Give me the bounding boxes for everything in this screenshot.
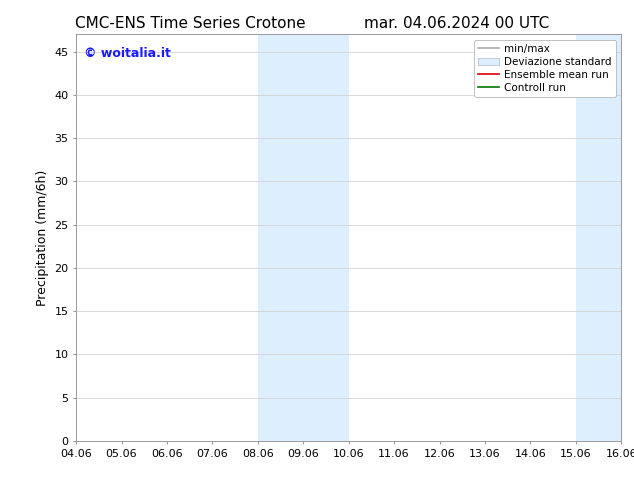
Text: © woitalia.it: © woitalia.it: [84, 47, 171, 59]
Bar: [258, 34, 349, 441]
Text: mar. 04.06.2024 00 UTC: mar. 04.06.2024 00 UTC: [364, 16, 549, 31]
Y-axis label: Precipitation (mm/6h): Precipitation (mm/6h): [36, 170, 49, 306]
Text: CMC-ENS Time Series Crotone: CMC-ENS Time Series Crotone: [75, 16, 306, 31]
Bar: [576, 34, 621, 441]
Legend: min/max, Deviazione standard, Ensemble mean run, Controll run: min/max, Deviazione standard, Ensemble m…: [474, 40, 616, 97]
